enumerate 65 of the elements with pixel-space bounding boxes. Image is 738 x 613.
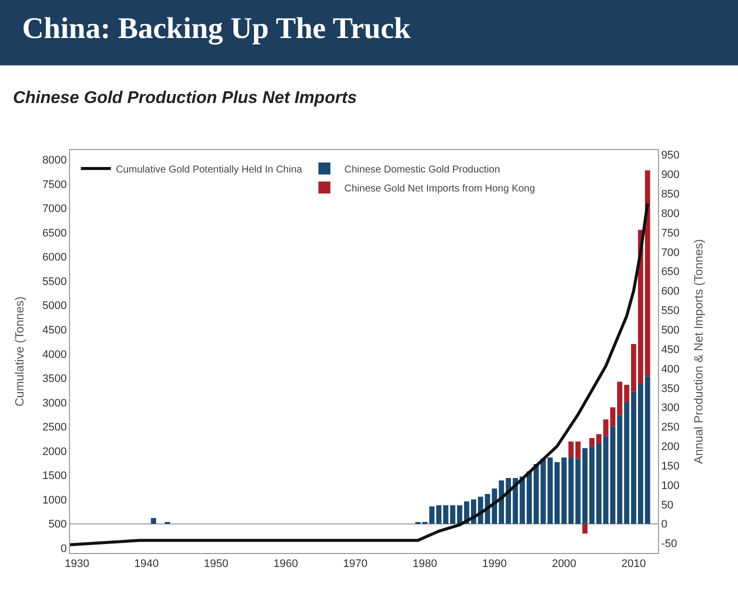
x-tick-label: 1990 xyxy=(482,558,507,570)
x-tick-label: 1950 xyxy=(204,558,228,570)
y-tick-label: 3000 xyxy=(42,397,67,410)
bar xyxy=(644,170,650,376)
y-tick-label: 1500 xyxy=(42,470,67,482)
y2-tick-label: 800 xyxy=(661,208,680,220)
legend-label: Chinese Domestic Gold Production xyxy=(344,164,500,176)
y-tick-label: 5500 xyxy=(42,276,67,288)
y2-tick-label: 300 xyxy=(661,402,680,414)
y2-tick-label: 750 xyxy=(661,227,680,240)
bar xyxy=(568,442,574,458)
x-tick-label: 1940 xyxy=(134,558,159,570)
y2-tick-label: 100 xyxy=(661,480,680,492)
y-tick-label: 2000 xyxy=(42,446,67,458)
y2-tick-label: 600 xyxy=(661,286,680,298)
y2-tick-label: 950 xyxy=(661,150,680,162)
y-tick-label: 500 xyxy=(48,518,67,531)
y2-tick-label: 150 xyxy=(661,460,680,472)
y-tick-label: 3500 xyxy=(42,373,67,386)
y-tick-label: 6500 xyxy=(42,227,67,240)
y-tick-label: 5000 xyxy=(42,300,67,312)
y-tick-label: 4500 xyxy=(42,324,67,336)
bar xyxy=(575,458,581,524)
bar xyxy=(568,457,574,524)
y-tick-label: 8000 xyxy=(42,154,67,167)
y-tick-label: 7000 xyxy=(42,203,67,216)
y2-tick-label: 550 xyxy=(661,305,680,318)
y2-tick-label: 0 xyxy=(661,518,668,531)
y2-tick-label: 500 xyxy=(661,324,680,336)
y2-tick-label: 900 xyxy=(661,169,680,182)
x-tick-label: 1960 xyxy=(273,558,298,570)
y-tick-label: 0 xyxy=(60,542,67,555)
y2-tick-label: 250 xyxy=(661,422,680,434)
legend-label: Cumulative Gold Potentially Held In China xyxy=(116,164,303,176)
x-tick-label: 1970 xyxy=(343,558,368,570)
y-tick-label: 4000 xyxy=(42,348,67,361)
y-tick-label: 7500 xyxy=(42,178,67,191)
y2-tick-label: 450 xyxy=(661,344,680,356)
y2-tick-label: -50 xyxy=(661,538,678,550)
line-series xyxy=(70,202,650,546)
chart-title: China: Backing Up The Truck xyxy=(22,12,411,46)
bar xyxy=(582,524,588,534)
y2-tick-label: 400 xyxy=(661,363,680,376)
y-tick-label: 1000 xyxy=(42,494,67,506)
y2-tick-label: 700 xyxy=(661,246,680,259)
bar xyxy=(561,457,567,524)
y2-tick-label: 850 xyxy=(661,188,680,201)
bar xyxy=(575,442,581,459)
y-axis-title: Cumulative (Tonnes) xyxy=(12,296,27,407)
y-tick-label: 6000 xyxy=(42,252,67,264)
bar xyxy=(582,448,588,524)
x-tick-label: 1930 xyxy=(64,558,90,570)
y2-tick-label: 200 xyxy=(661,441,680,454)
bar xyxy=(150,518,156,524)
legend-label: Chinese Gold Net Imports from Hong Kong xyxy=(344,183,536,194)
bar xyxy=(644,376,650,524)
y2-tick-label: 350 xyxy=(661,382,680,395)
y2-axis-title: Annual Production & Net Imports (Tonnes) xyxy=(691,239,706,464)
y-tick-label: 2500 xyxy=(42,422,67,434)
y2-tick-label: 650 xyxy=(661,266,680,278)
y2-tick-label: 50 xyxy=(661,499,674,512)
x-tick-label: 1980 xyxy=(412,558,438,570)
x-tick-label: 2000 xyxy=(552,558,576,570)
chart-subtitle: Chinese Gold Production Plus Net Imports xyxy=(13,88,357,107)
x-tick-label: 2010 xyxy=(621,558,646,570)
